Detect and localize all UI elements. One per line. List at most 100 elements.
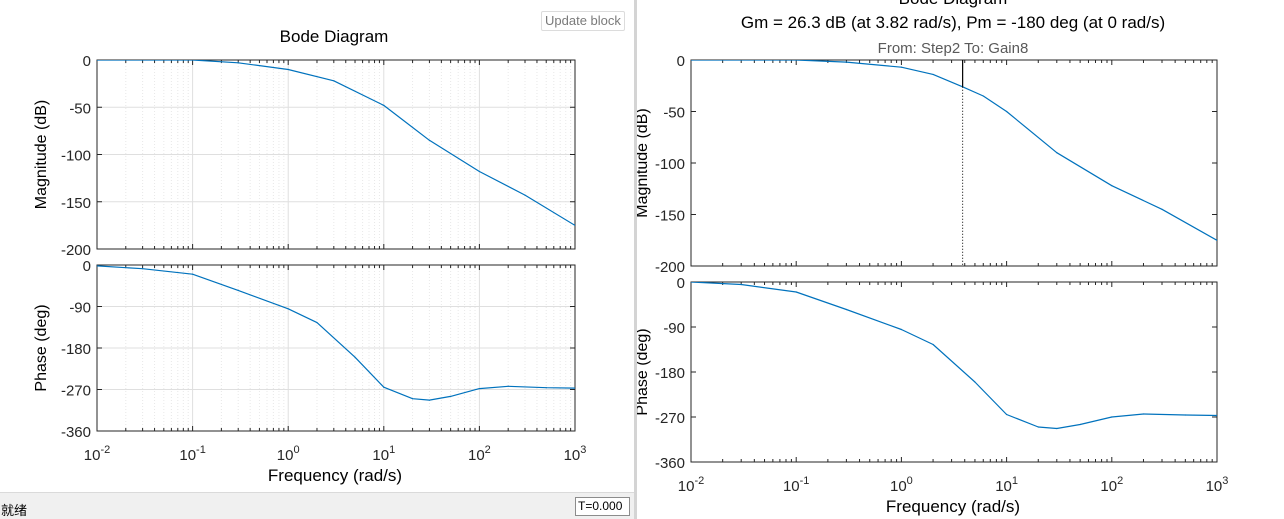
x-tick-exponent: 0 [293,444,299,456]
y-tick-label: -100 [61,148,91,165]
data-point [354,356,356,358]
x-tick-label: 10-1 [179,444,205,464]
data-point [478,170,480,173]
x-tick-exponent: 1 [1012,475,1018,487]
x-tick-exponent: 2 [1117,475,1123,487]
data-point [237,289,239,291]
left-figure-area: Bode Diagram 0 -50 -100 -150 -200 Magnitude (d… [0,0,634,492]
x-tick-label: 101 [372,444,395,464]
data-point [974,381,976,383]
y-axis-label: Magnitude (dB) [637,108,651,217]
y-tick-label: -360 [655,455,685,472]
y-tick-label: 0 [83,258,91,275]
data-point [845,61,847,63]
y-tick-label: -150 [61,195,91,212]
data-point [740,60,742,61]
x-tick-label: 103 [1206,475,1229,495]
data-point [900,66,902,68]
data-point [237,62,239,64]
data-point [795,291,797,293]
x-tick-exponent: 1 [389,444,395,456]
y-tick-label: -270 [61,383,91,400]
y-axis-label: Phase (deg) [637,328,651,415]
data-point [192,60,194,61]
data-point [507,385,509,387]
data-point [524,194,526,196]
x-tick-exponent: 3 [1222,475,1228,487]
panel-magnitude: 0 -50 -100 -150 -200 Magnitude (dB) [637,53,1218,276]
right-bode-window: Bode Diagram Gm = 26.3 dB (at 3.82 rad/s)… [637,0,1284,519]
x-tick-base: 10 [890,478,907,495]
data-point [932,343,934,346]
data-point [1111,185,1113,187]
data-point [1184,414,1186,416]
x-tick-label: 100 [890,475,913,495]
data-point [691,60,692,61]
data-point [287,68,289,71]
x-tick-base: 10 [678,478,695,495]
x-tick-base: 10 [372,447,389,464]
x-axis-label: Frequency (rad/s) [886,497,1020,516]
y-tick-label: -150 [655,208,685,225]
simulation-time-field: T=0.000 [575,497,630,516]
data-point [383,104,385,106]
data-point [1142,413,1145,415]
data-point [142,60,144,61]
x-axis-label: Frequency (rad/s) [268,466,402,485]
data-point [740,283,742,286]
status-text: 就绪 [1,503,28,518]
data-point [845,308,847,311]
right-bode-chart: Bode Diagram Gm = 26.3 dB (at 3.82 rad/s)… [637,0,1229,516]
x-tick-base: 10 [179,447,196,464]
x-tick-base: 10 [564,447,581,464]
data-point [383,386,385,388]
x-tick-label: 100 [277,444,300,464]
data-point [316,322,318,324]
data-point [691,282,692,283]
y-axis-label: Magnitude (dB) [33,100,50,209]
chart-subtitle: Gm = 26.3 dB (at 3.82 rad/s), Pm = -180 … [741,13,1165,32]
data-point [932,73,934,76]
window-divider [634,0,637,519]
data-point [545,387,547,389]
y-tick-label: -180 [655,365,685,382]
panel-phase: 0 -90 -180 -270 -360 Phase (deg) [33,258,576,441]
data-point [97,265,98,267]
y-tick-label: -200 [61,242,91,259]
data-point [1216,414,1217,417]
x-tick-base: 10 [1206,478,1223,495]
x-tick-exponent: -1 [800,475,810,487]
x-tick-base: 10 [84,447,101,464]
x-tick-label: 103 [564,444,587,464]
data-point [478,387,480,390]
data-point [574,224,575,226]
data-point [142,268,144,270]
data-point [411,398,414,400]
plot-area [691,282,1217,462]
x-tick-exponent: 0 [907,475,913,487]
chart-title: Bode Diagram [280,27,389,46]
x-tick-exponent: -1 [196,444,206,456]
y-tick-label: 0 [83,53,91,70]
left-scope-window: Bode Diagram 0 -50 -100 -150 -200 Magnitude (d… [0,0,634,519]
y-tick-label: -100 [655,156,685,173]
x-tick-label: 10-2 [84,444,110,464]
update-block-button[interactable]: Update block [541,11,625,31]
x-tick-base: 10 [277,447,294,464]
io-label: From: Step2 To: Gain8 [878,40,1029,57]
data-point [450,395,452,398]
y-tick-label: 0 [677,53,685,70]
x-tick-base: 10 [783,478,800,495]
data-point [1079,423,1081,426]
data-point [1056,427,1058,430]
x-tick-label: 101 [995,475,1018,495]
y-tick-label: -90 [69,300,91,317]
data-point [333,80,335,82]
x-tick-base: 10 [468,447,485,464]
y-tick-label: -180 [61,341,91,358]
y-tick-label: -50 [69,100,91,117]
data-point [1006,110,1008,113]
y-axis-label: Phase (deg) [33,304,50,391]
data-point [1037,426,1039,428]
